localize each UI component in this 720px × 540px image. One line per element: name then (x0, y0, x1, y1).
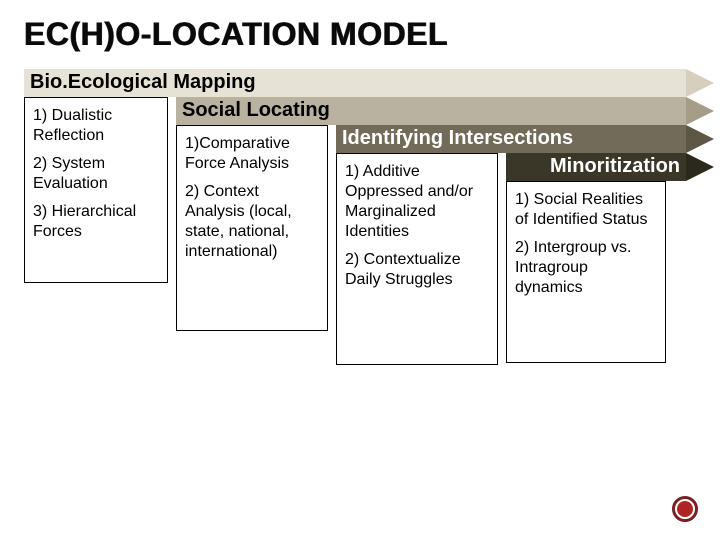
panel-item: 2) Contextualize Daily Struggles (345, 250, 489, 290)
panel-body: 1) Dualistic Reflection 2) System Evalua… (24, 97, 168, 283)
panel-item: 1) Social Realities of Identified Status (515, 190, 657, 230)
panel-item: 3) Hierarchical Forces (33, 202, 159, 242)
panel-heading: Identifying Intersections (336, 125, 686, 153)
panel-arrow (686, 69, 714, 97)
panel-item: 1) Additive Oppressed and/or Marginalize… (345, 162, 489, 242)
panel-arrow (686, 153, 714, 181)
panel-heading: Bio.Ecological Mapping (24, 69, 686, 97)
panel-arrow (686, 97, 714, 125)
panel-heading: Minoritization (506, 153, 686, 181)
bullet-icon (672, 496, 698, 522)
panel-body: 1) Social Realities of Identified Status… (506, 181, 666, 363)
panel-item: 1)Comparative Force Analysis (185, 134, 319, 174)
panel-item: 2) Context Analysis (local, state, natio… (185, 182, 319, 262)
panel-item: 1) Dualistic Reflection (33, 106, 159, 146)
panel-body: 1)Comparative Force Analysis 2) Context … (176, 125, 328, 331)
panel-body: 1) Additive Oppressed and/or Marginalize… (336, 153, 498, 365)
panel-minoritization: Minoritization 1) Social Realities of Id… (506, 153, 714, 363)
bullet-inner (677, 501, 693, 517)
diagram-stage: Bio.Ecological Mapping 1) Dualistic Refl… (0, 69, 720, 439)
panel-item: 2) System Evaluation (33, 154, 159, 194)
panel-arrow (686, 125, 714, 153)
panel-heading: Social Locating (176, 97, 686, 125)
page-title: EC(H)O-LOCATION MODEL (0, 0, 720, 59)
panel-item: 2) Intergroup vs. Intragroup dynamics (515, 238, 657, 298)
